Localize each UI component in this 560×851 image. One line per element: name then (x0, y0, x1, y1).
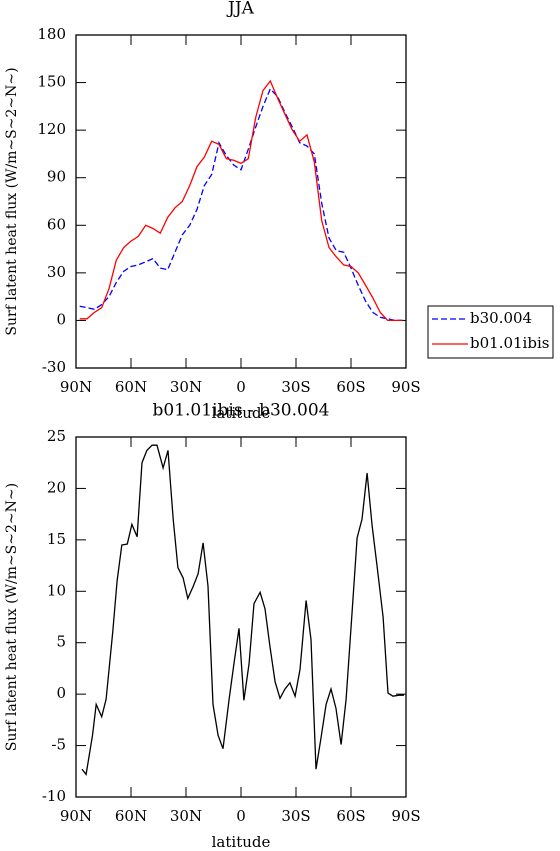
y-tick-label: 15 (47, 530, 66, 548)
y-tick-label: 150 (37, 73, 66, 91)
legend-label: b01.01ibis (470, 334, 549, 352)
y-tick-label: 0 (56, 310, 66, 328)
y-tick-label: -10 (42, 787, 66, 805)
x-tick-label: 30S (281, 378, 310, 396)
y-tick-label: 25 (47, 427, 66, 445)
legend-label: b30.004 (470, 309, 532, 327)
y-axis-label: Surf latent heat flux (W/m~S~2~N~) (4, 483, 20, 751)
x-tick-label: 30N (170, 378, 202, 396)
x-tick-label: 90S (391, 807, 420, 825)
x-tick-label: 60N (115, 807, 147, 825)
legend-box (427, 305, 554, 359)
data-line (79, 79, 403, 322)
chart-title: b01.01ibis - b30.004 (153, 401, 330, 421)
y-tick-label: 20 (47, 478, 66, 496)
y-tick-label: 30 (47, 263, 66, 281)
data-line (79, 87, 403, 322)
x-tick-label: 60N (115, 378, 147, 396)
plot-frame (75, 436, 407, 798)
y-tick-label: -30 (42, 358, 66, 376)
x-tick-label: 0 (236, 378, 246, 396)
y-tick-label: 0 (56, 684, 66, 702)
x-tick-label: 60S (336, 378, 365, 396)
y-tick-label: -5 (51, 736, 66, 754)
y-axis-label: Surf latent heat flux (W/m~S~2~N~) (4, 67, 20, 335)
chart-title: JJA (226, 0, 255, 19)
x-tick-label: 30S (281, 807, 310, 825)
y-tick-label: 60 (47, 215, 66, 233)
x-tick-label: 60S (336, 807, 365, 825)
y-tick-label: 10 (47, 581, 66, 599)
y-tick-label: 120 (37, 120, 66, 138)
x-tick-label: 90N (60, 807, 92, 825)
x-tick-label: 90N (60, 378, 92, 396)
x-tick-label: 90S (391, 378, 420, 396)
y-tick-label: 180 (37, 25, 66, 43)
data-line (81, 444, 404, 776)
plot-frame (75, 34, 407, 369)
x-tick-label: 30N (170, 807, 202, 825)
x-tick-label: 0 (236, 807, 246, 825)
x-axis-label: latitude (212, 833, 271, 851)
y-tick-label: 5 (56, 633, 66, 651)
y-tick-label: 90 (47, 168, 66, 186)
x-axis-label: latitude (212, 404, 271, 422)
